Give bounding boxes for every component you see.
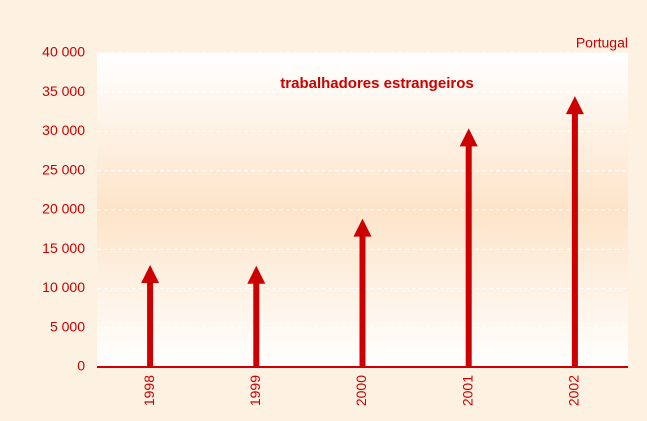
x-tick-label: 1999 [247, 375, 263, 406]
y-tick-label: 5 000 [50, 318, 85, 334]
y-tick-label: 10 000 [42, 279, 85, 295]
x-tick-label: 2000 [353, 375, 369, 406]
y-tick-label: 35 000 [42, 83, 85, 99]
y-tick-label: 30 000 [42, 122, 85, 138]
chart-subtitle: Portugal [576, 35, 628, 51]
chart-title: trabalhadores estrangeiros [280, 75, 473, 92]
arrow-bar [247, 265, 266, 367]
arrow-bar [353, 218, 372, 367]
x-tick-label: 2001 [459, 375, 475, 406]
y-tick-label: 25 000 [42, 161, 85, 177]
y-tick-label: 0 [77, 358, 85, 374]
y-tick-label: 20 000 [42, 201, 85, 217]
x-tick-label: 1998 [141, 375, 157, 406]
x-tick-label: 2002 [566, 375, 582, 406]
arrow-bar [565, 96, 584, 368]
arrow-bar [141, 264, 160, 367]
y-tick-label: 15 000 [42, 240, 85, 256]
y-tick-label: 40 000 [42, 44, 85, 60]
arrow-bar [459, 128, 478, 367]
